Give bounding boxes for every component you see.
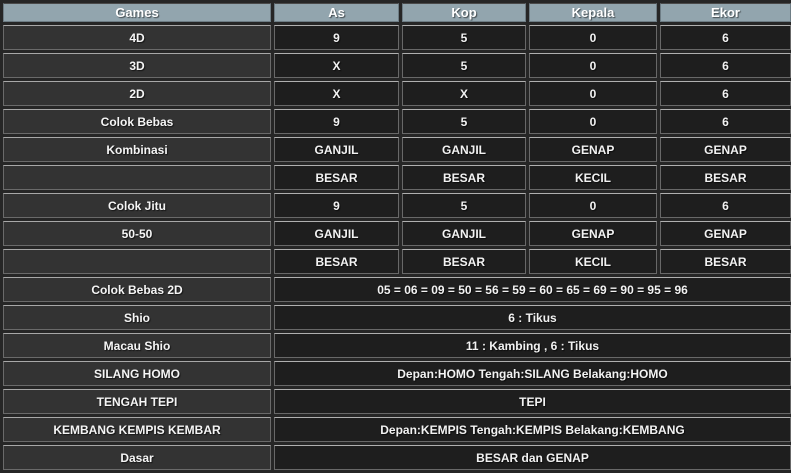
game-label-cell: 50-50 (3, 221, 271, 246)
value-cell-as: BESAR (274, 249, 399, 274)
game-label-cell: 2D (3, 81, 271, 106)
table-row-dasar: Dasar BESAR dan GENAP (3, 445, 791, 470)
value-cell-ekor: 6 (660, 25, 791, 50)
table-row-colok-bebas-2d: Colok Bebas 2D 05 = 06 = 09 = 50 = 56 = 5… (3, 277, 791, 302)
value-cell-kepala: KECIL (529, 165, 657, 190)
table-header: Games As Kop Kepala Ekor (3, 3, 791, 22)
table-row-continuation-8: BESAR BESAR KECIL BESAR (3, 249, 791, 274)
value-cell-kop: GANJIL (402, 137, 526, 162)
game-label-cell: Kombinasi (3, 137, 271, 162)
value-cell-span: 6 : Tikus (274, 305, 791, 330)
table-row-2d: 2D X X 0 6 (3, 81, 791, 106)
column-header-kepala: Kepala (529, 3, 657, 22)
value-cell-as: 9 (274, 109, 399, 134)
value-cell-as: X (274, 53, 399, 78)
value-cell-kepala: KECIL (529, 249, 657, 274)
value-cell-kepala: 0 (529, 25, 657, 50)
table-row-50-50: 50-50 GANJIL GANJIL GENAP GENAP (3, 221, 791, 246)
column-header-kop: Kop (402, 3, 526, 22)
game-label-cell (3, 165, 271, 190)
game-label-cell: TENGAH TEPI (3, 389, 271, 414)
game-label-cell: SILANG HOMO (3, 361, 271, 386)
table-row-kembang-kempis-kembar: KEMBANG KEMPIS KEMBAR Depan:KEMPIS Tengah… (3, 417, 791, 442)
value-cell-kop: 5 (402, 109, 526, 134)
table-row-tengah-tepi: TENGAH TEPI TEPI (3, 389, 791, 414)
game-label-cell: 3D (3, 53, 271, 78)
game-label-cell: Shio (3, 305, 271, 330)
value-cell-span: BESAR dan GENAP (274, 445, 791, 470)
table-row-continuation-5: BESAR BESAR KECIL BESAR (3, 165, 791, 190)
value-cell-ekor: 6 (660, 109, 791, 134)
game-label-cell: Colok Bebas (3, 109, 271, 134)
value-cell-span: TEPI (274, 389, 791, 414)
value-cell-ekor: BESAR (660, 165, 791, 190)
game-label-cell: Colok Bebas 2D (3, 277, 271, 302)
value-cell-as: GANJIL (274, 221, 399, 246)
header-row: Games As Kop Kepala Ekor (3, 3, 791, 22)
table-row-colok-bebas: Colok Bebas 9 5 0 6 (3, 109, 791, 134)
value-cell-kop: 5 (402, 193, 526, 218)
table-row-colok-jitu: Colok Jitu 9 5 0 6 (3, 193, 791, 218)
table-body: 4D 9 5 0 6 3D X 5 0 6 2D X X 0 6 Colok Bebas 9 5 0 6 Kombina… (3, 25, 791, 470)
table-row-4d: 4D 9 5 0 6 (3, 25, 791, 50)
value-cell-kepala: 0 (529, 193, 657, 218)
value-cell-kepala: 0 (529, 109, 657, 134)
value-cell-kop: BESAR (402, 249, 526, 274)
value-cell-ekor: BESAR (660, 249, 791, 274)
table-row-3d: 3D X 5 0 6 (3, 53, 791, 78)
value-cell-kop: GANJIL (402, 221, 526, 246)
table-row-macau-shio: Macau Shio 11 : Kambing , 6 : Tikus (3, 333, 791, 358)
table-row-shio: Shio 6 : Tikus (3, 305, 791, 330)
value-cell-ekor: 6 (660, 53, 791, 78)
value-cell-kepala: GENAP (529, 137, 657, 162)
value-cell-as: GANJIL (274, 137, 399, 162)
column-header-games: Games (3, 3, 271, 22)
game-label-cell: 4D (3, 25, 271, 50)
value-cell-kepala: 0 (529, 53, 657, 78)
value-cell-kepala: 0 (529, 81, 657, 106)
table-row-silang-homo: SILANG HOMO Depan:HOMO Tengah:SILANG Bela… (3, 361, 791, 386)
value-cell-kop: X (402, 81, 526, 106)
game-label-cell (3, 249, 271, 274)
value-cell-ekor: GENAP (660, 221, 791, 246)
value-cell-as: 9 (274, 193, 399, 218)
table-row-kombinasi: Kombinasi GANJIL GANJIL GENAP GENAP (3, 137, 791, 162)
value-cell-kop: 5 (402, 25, 526, 50)
column-header-as: As (274, 3, 399, 22)
value-cell-span: Depan:HOMO Tengah:SILANG Belakang:HOMO (274, 361, 791, 386)
column-header-ekor: Ekor (660, 3, 791, 22)
value-cell-as: X (274, 81, 399, 106)
value-cell-span: 11 : Kambing , 6 : Tikus (274, 333, 791, 358)
value-cell-as: BESAR (274, 165, 399, 190)
value-cell-span: 05 = 06 = 09 = 50 = 56 = 59 = 60 = 65 = … (274, 277, 791, 302)
game-label-cell: KEMBANG KEMPIS KEMBAR (3, 417, 271, 442)
value-cell-kepala: GENAP (529, 221, 657, 246)
value-cell-ekor: GENAP (660, 137, 791, 162)
value-cell-kop: 5 (402, 53, 526, 78)
value-cell-as: 9 (274, 25, 399, 50)
game-label-cell: Colok Jitu (3, 193, 271, 218)
game-label-cell: Macau Shio (3, 333, 271, 358)
game-label-cell: Dasar (3, 445, 271, 470)
value-cell-span: Depan:KEMPIS Tengah:KEMPIS Belakang:KEMB… (274, 417, 791, 442)
value-cell-ekor: 6 (660, 81, 791, 106)
value-cell-ekor: 6 (660, 193, 791, 218)
value-cell-kop: BESAR (402, 165, 526, 190)
